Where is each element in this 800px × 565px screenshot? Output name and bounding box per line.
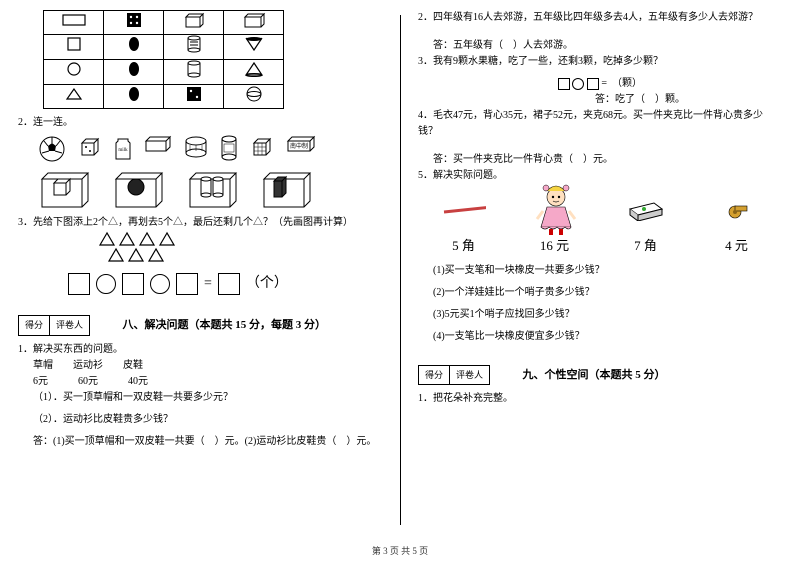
p1-prices: 6元 60元 40元 bbox=[33, 374, 382, 390]
operator-circle bbox=[150, 274, 170, 294]
cell-filled-circle bbox=[104, 35, 164, 60]
objects-row-bottom bbox=[38, 169, 382, 211]
section8-title: 八、解决问题（本题共 15 分，每题 3 分） bbox=[123, 317, 327, 335]
item-price-2: 7 角 bbox=[634, 236, 657, 257]
score-label-2: 得分 bbox=[419, 366, 450, 384]
r-q5-1: (1)买一支笔和一块橡皮一共要多少钱？ bbox=[433, 263, 782, 279]
page-footer: 第 3 页 共 5 页 bbox=[0, 544, 800, 557]
r-p1: 1．把花朵补充完整。 bbox=[418, 391, 782, 407]
equation-row: = （个） bbox=[68, 273, 382, 295]
cell-can bbox=[164, 35, 224, 60]
cell-circle bbox=[44, 60, 104, 85]
drum-icon bbox=[184, 135, 208, 159]
r-q5-title: 5．解决实际问题。 bbox=[418, 168, 782, 184]
cell-square bbox=[44, 35, 104, 60]
cell-triangle bbox=[44, 85, 104, 109]
cell-filled-circle2 bbox=[104, 60, 164, 85]
p1-items: 草帽 运动衫 皮鞋 bbox=[33, 358, 382, 374]
item-whistle: 4 元 bbox=[715, 188, 759, 257]
item-price-3: 4 元 bbox=[725, 236, 748, 257]
r-q3-title: 3．我有9颗水果糖，吃了一些，还剩3颗，吃掉多少颗？ bbox=[418, 54, 782, 70]
section9-title: 九、个性空间（本题共 5 分） bbox=[523, 367, 666, 385]
cell-rect bbox=[44, 11, 104, 35]
svg-text:milk: milk bbox=[118, 148, 128, 153]
item-price-1: 16 元 bbox=[540, 236, 569, 257]
cell-box2 bbox=[224, 11, 284, 35]
r-q3-equation: = （颗） bbox=[418, 76, 782, 92]
r-q3-eq-text: = （颗） bbox=[601, 78, 642, 89]
unit-text: （个） bbox=[246, 273, 288, 295]
result-box bbox=[218, 273, 240, 295]
operand-box bbox=[587, 78, 599, 90]
item-eraser: 7 角 bbox=[624, 188, 668, 257]
grader-label: 评卷人 bbox=[50, 316, 89, 334]
cell-cone bbox=[224, 35, 284, 60]
r-q4-answer: 答：买一件夹克比一件背心贵（ ）元。 bbox=[433, 152, 782, 168]
r-q5-3: (3)5元买1个哨子应找回多少钱？ bbox=[433, 307, 782, 323]
can-icon bbox=[220, 135, 238, 161]
operand-box bbox=[68, 273, 90, 295]
r-q2-title: 2．四年级有16人去郊游，五年级比四年级多去4人，五年级有多少人去郊游？ bbox=[418, 10, 782, 26]
r-q5-2: (2)一个洋娃娃比一个哨子贵多少钱？ bbox=[433, 285, 782, 301]
grader-label-2: 评卷人 bbox=[450, 366, 489, 384]
tray-cuboid-icon bbox=[260, 169, 314, 211]
r-q3-answer: 答：吃了（ ）颗。 bbox=[498, 92, 782, 108]
cell-cone2 bbox=[224, 60, 284, 85]
triangle-row2 bbox=[107, 247, 382, 263]
left-column: 2．连一连。 milk 南中制 3．先给下图添上2个△，再划去5个△，最后还剩几… bbox=[0, 0, 400, 565]
r-q5-4: (4)一支笔比一块橡皮便宜多少钱？ bbox=[433, 329, 782, 345]
dice-icon bbox=[78, 135, 102, 159]
cell-filled-circle3 bbox=[104, 85, 164, 109]
right-column: 2．四年级有16人去郊游，五年级比四年级多去4人，五年级有多少人去郊游？ 答：五… bbox=[400, 0, 800, 565]
eraser-icon bbox=[144, 135, 172, 155]
items-row: 5 角 16 元 bbox=[418, 188, 782, 257]
score-box: 得分 评卷人 bbox=[18, 315, 90, 335]
operator-circle bbox=[96, 274, 116, 294]
triangle-row1 bbox=[98, 231, 382, 247]
p1-answer: 答：(1)买一顶草帽和一双皮鞋一共要（ ）元。(2)运动衫比皮鞋贵（ ）元。 bbox=[33, 434, 382, 450]
q3-title: 3．先给下图添上2个△，再划去5个△，最后还剩几个△？（先画图再计算） bbox=[18, 215, 382, 231]
operand-box bbox=[176, 273, 198, 295]
soccer-ball-icon bbox=[38, 135, 66, 163]
tray-sphere-icon bbox=[112, 169, 166, 211]
cell-dice2 bbox=[164, 85, 224, 109]
cell-ball bbox=[224, 85, 284, 109]
shape-matching-table bbox=[43, 10, 284, 109]
cell-dice bbox=[104, 11, 164, 35]
pencilcase-icon: 南中制 bbox=[286, 135, 316, 155]
rubiks-icon bbox=[250, 135, 274, 159]
tray-cube-icon bbox=[38, 169, 92, 211]
milk-icon: milk bbox=[114, 135, 132, 161]
r-q2-answer: 答：五年级有（ ）人去郊游。 bbox=[433, 38, 782, 54]
q2-title: 2．连一连。 bbox=[18, 115, 382, 131]
equals-text: = bbox=[204, 273, 212, 295]
p1-title: 1．解决买东西的问题。 bbox=[18, 342, 382, 358]
item-doll: 16 元 bbox=[533, 188, 577, 257]
r-q4-title: 4．毛衣47元，背心35元，裙子52元，夹克68元。买一件夹克比一件背心贵多少钱… bbox=[418, 108, 782, 140]
tray-cylinder-icon bbox=[186, 169, 240, 211]
operator-circle bbox=[572, 78, 584, 90]
p1-q1: （1）．买一顶草帽和一双皮鞋一共要多少元？ bbox=[33, 390, 382, 406]
operand-box bbox=[122, 273, 144, 295]
cell-can2 bbox=[164, 60, 224, 85]
item-pen: 5 角 bbox=[442, 188, 486, 257]
svg-text:南中制: 南中制 bbox=[290, 142, 308, 150]
score-label: 得分 bbox=[19, 316, 50, 334]
score-box-2: 得分 评卷人 bbox=[418, 365, 490, 385]
operand-box bbox=[558, 78, 570, 90]
item-price-0: 5 角 bbox=[452, 236, 475, 257]
p1-q2: （2）．运动衫比皮鞋贵多少钱？ bbox=[33, 412, 382, 428]
objects-row-top: milk 南中制 bbox=[38, 135, 382, 163]
cell-box1 bbox=[164, 11, 224, 35]
